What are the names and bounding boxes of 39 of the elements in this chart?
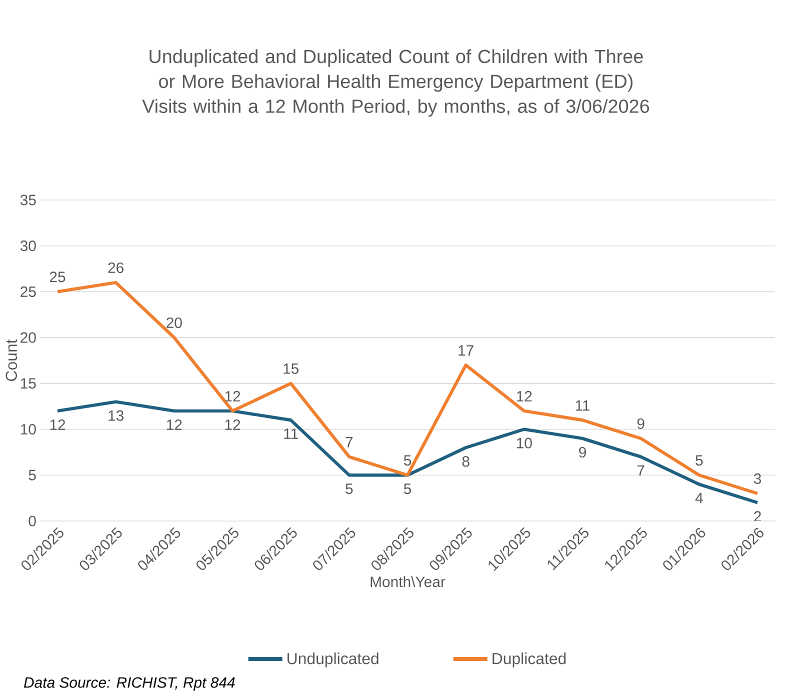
data-label: 12 bbox=[167, 419, 182, 430]
y-tick-label: 35 bbox=[20, 194, 36, 206]
data-label: 5 bbox=[404, 484, 412, 494]
data-label: 4 bbox=[695, 492, 703, 504]
x-axis-title: Month\Year bbox=[370, 576, 446, 588]
data-label: 12 bbox=[225, 419, 240, 430]
y-tick-label: 20 bbox=[20, 332, 36, 343]
data-label: 5 bbox=[404, 455, 412, 466]
y-tick-label: 15 bbox=[21, 378, 36, 389]
y-axis-title: Count bbox=[6, 339, 18, 381]
legend-label: Duplicated bbox=[492, 652, 566, 668]
data-label: 26 bbox=[108, 262, 124, 274]
data-label: 7 bbox=[346, 437, 353, 448]
data-label: 5 bbox=[346, 484, 353, 494]
data-label: 25 bbox=[50, 272, 66, 282]
y-tick-label: 5 bbox=[28, 470, 36, 480]
data-label: 3 bbox=[754, 473, 762, 484]
source-note: Data Source: RICHIST, Rpt 844 bbox=[24, 677, 235, 691]
data-label: 9 bbox=[579, 446, 586, 458]
data-label: 7 bbox=[637, 465, 644, 476]
data-label: 11 bbox=[284, 428, 298, 439]
y-tick-label: 25 bbox=[20, 286, 36, 297]
chart-title: Unduplicated and Duplicated Count of Children with Three or More Behavioral Health Emergency Department (ED) Visits within a 12 Month Period, by months, as of 3/06/2026 bbox=[142, 49, 650, 117]
data-label: 15 bbox=[284, 363, 299, 374]
data-label: 12 bbox=[225, 390, 240, 402]
data-label: 9 bbox=[637, 418, 644, 429]
data-label: 12 bbox=[50, 419, 66, 430]
data-label: 11 bbox=[576, 400, 590, 411]
y-tick-label: 30 bbox=[20, 240, 36, 252]
data-label: 10 bbox=[517, 438, 532, 448]
y-tick-label: 10 bbox=[21, 424, 36, 435]
y-tick-label: 0 bbox=[28, 516, 36, 526]
data-label: 8 bbox=[462, 456, 470, 467]
data-label: 5 bbox=[696, 455, 703, 466]
data-label: 17 bbox=[458, 345, 474, 356]
data-label: 13 bbox=[108, 410, 124, 421]
legend-label: Unduplicated bbox=[288, 652, 378, 668]
data-label: 12 bbox=[517, 390, 532, 402]
data-label: 20 bbox=[166, 317, 182, 328]
